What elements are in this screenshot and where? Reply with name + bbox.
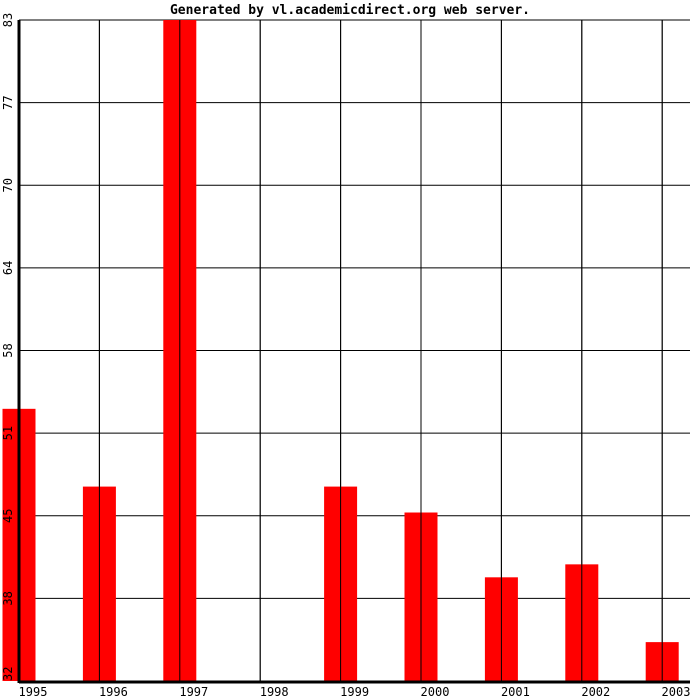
x-tick-label: 1997	[179, 685, 208, 699]
x-tick-label: 2001	[501, 685, 530, 699]
x-tick-label: 2002	[581, 685, 610, 699]
y-tick-label: 70	[1, 178, 15, 192]
x-tick-label: 1999	[340, 685, 369, 699]
y-tick-label: 58	[1, 343, 15, 357]
y-tick-label: 32	[1, 667, 15, 681]
y-tick-label: 64	[1, 261, 15, 275]
x-tick-label: 1996	[99, 685, 128, 699]
y-tick-label: 38	[1, 591, 15, 605]
y-tick-label: 77	[1, 95, 15, 109]
x-tick-label: 1995	[19, 685, 48, 699]
x-tick-label: 1998	[260, 685, 289, 699]
y-tick-label: 51	[1, 426, 15, 440]
y-tick-label: 83	[1, 13, 15, 27]
chart-title: Generated by vl.academicdirect.org web s…	[170, 3, 530, 18]
x-tick-label: 2000	[421, 685, 450, 699]
x-tick-label: 2003	[662, 685, 691, 699]
y-tick-label: 45	[1, 509, 15, 523]
